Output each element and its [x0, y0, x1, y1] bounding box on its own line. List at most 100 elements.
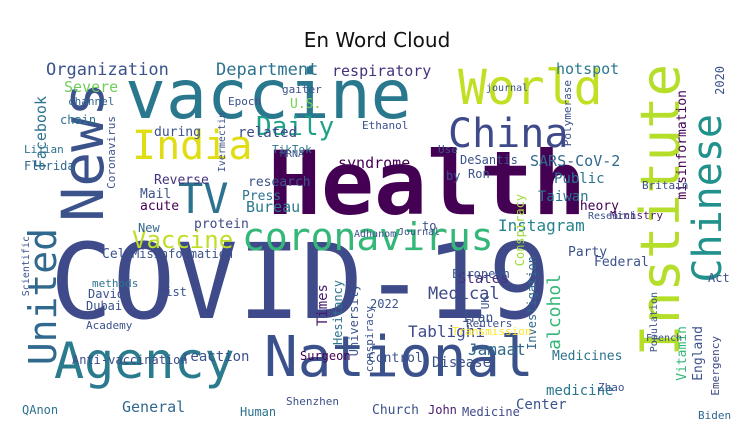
word: UK	[479, 296, 492, 310]
word: Taiwan	[538, 189, 589, 205]
word: related	[238, 125, 298, 141]
word: List	[158, 285, 187, 299]
word: French	[646, 333, 683, 344]
word: during	[154, 125, 201, 140]
word: Jamaat	[468, 340, 526, 359]
word: Epoch	[228, 95, 262, 108]
word: channel	[68, 95, 115, 108]
word: Tablighi	[408, 322, 486, 341]
word: Health	[268, 132, 586, 235]
word: Transmission	[452, 325, 532, 338]
word: General	[122, 398, 186, 416]
word: Ministry	[610, 209, 663, 222]
word: gaiter	[282, 83, 322, 96]
word: QAnon	[22, 403, 59, 417]
word: Facebook	[32, 96, 50, 169]
word: hotspot	[556, 60, 620, 78]
word: England	[691, 326, 706, 381]
word: reaction	[182, 349, 250, 365]
word: Medical	[428, 284, 500, 304]
word: chain	[60, 113, 97, 127]
word: Federal	[594, 255, 649, 270]
word: Dubai	[86, 299, 123, 313]
word: Ivermectin	[217, 112, 228, 173]
word: Iran	[462, 311, 494, 326]
word: Hesitancy	[331, 280, 345, 346]
word: Coronavirus	[105, 116, 118, 189]
word: National	[264, 325, 534, 390]
word: conspiracy	[363, 306, 376, 373]
word: research	[248, 175, 311, 190]
word: COVID-19	[50, 221, 551, 343]
word: Chinese	[685, 114, 731, 283]
word: to	[422, 219, 437, 233]
word: alcohol	[544, 274, 565, 350]
word: Church	[372, 403, 419, 418]
word: Research	[588, 211, 637, 222]
word: Scientific	[21, 236, 32, 297]
word: Population	[649, 292, 660, 353]
word: China	[448, 111, 569, 157]
word: Adhanom	[354, 229, 397, 240]
word: Public	[554, 171, 605, 187]
word: Center	[516, 397, 567, 413]
word: Medicines	[552, 349, 623, 364]
word: syndrome	[338, 154, 411, 172]
word: MRNA	[280, 149, 305, 160]
word: India	[132, 123, 253, 169]
word: Vaccine	[132, 226, 234, 254]
word: Use	[438, 143, 458, 156]
word: States	[458, 271, 509, 287]
word: Shenzhen	[286, 395, 339, 408]
word: protein	[194, 217, 249, 232]
word: TikTok	[272, 143, 312, 156]
chart-title: En Word Cloud	[303, 28, 451, 52]
word: Reuters	[466, 317, 513, 330]
word: Journal	[398, 227, 441, 238]
word: Zhao	[598, 381, 625, 394]
word: Press	[242, 189, 282, 204]
word: Medicine	[462, 405, 520, 419]
word: journal	[486, 83, 529, 94]
word: coronavirus	[242, 215, 494, 259]
word: Mail	[140, 187, 172, 202]
word: Anti-vaccination	[72, 353, 188, 367]
word: Organization	[46, 60, 169, 80]
word: Cell	[102, 247, 134, 262]
word: Bureau	[246, 198, 301, 216]
word-cloud: COVID-19 Health vaccine National Agency …	[20, 60, 738, 422]
word: medicine	[546, 383, 614, 399]
word: Misinformation	[132, 247, 234, 261]
word: respiratory	[332, 62, 432, 80]
word: Conspiracy	[513, 194, 527, 267]
word: Academy	[86, 319, 133, 332]
word: 2020	[713, 66, 727, 95]
word: Instagram	[498, 216, 585, 235]
word: Control	[368, 351, 423, 366]
word: Surgeon	[300, 349, 351, 363]
word: Agency	[54, 332, 235, 390]
word: vaccine	[125, 60, 412, 135]
word: DeSantis	[460, 153, 518, 167]
word: Ron	[468, 167, 490, 181]
word: Disease	[432, 355, 492, 371]
word: New	[138, 221, 160, 235]
word: 2022	[370, 297, 399, 311]
word: Polymerase	[561, 80, 574, 147]
word: Britain	[642, 179, 689, 192]
word: Act	[708, 271, 730, 285]
word: Biden	[698, 409, 732, 422]
word: acute	[140, 199, 180, 214]
word: Party	[568, 245, 608, 260]
word: Daily	[256, 112, 335, 142]
word: University	[347, 284, 361, 357]
word: Severe	[64, 78, 119, 96]
word: Human	[240, 405, 277, 419]
word: Reverse	[154, 173, 209, 188]
word: Florida	[24, 159, 75, 173]
word: Lijian	[24, 143, 64, 156]
word: Ethanol	[362, 119, 409, 132]
word: European	[452, 267, 510, 281]
word: Department	[216, 60, 319, 80]
word: John	[428, 403, 457, 417]
